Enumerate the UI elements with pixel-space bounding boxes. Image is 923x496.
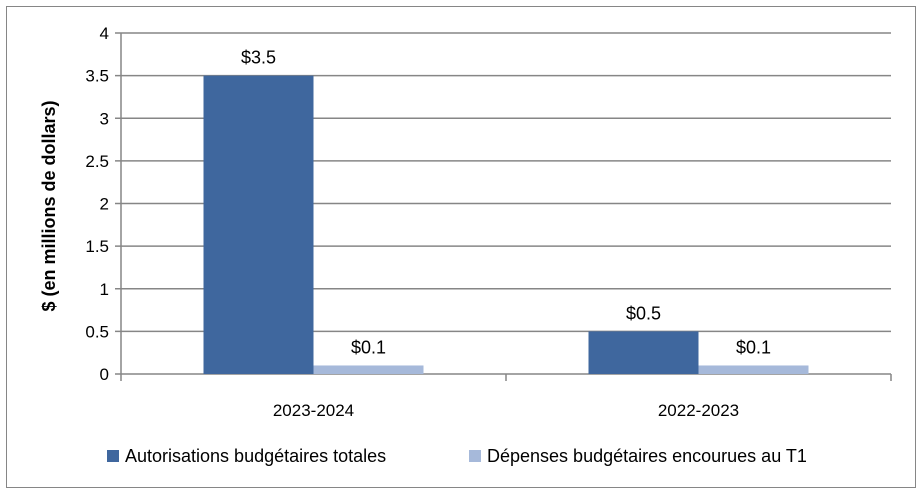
legend-swatch — [469, 450, 481, 462]
data-labels: $3.5 $0.1 $0.5 $0.1 — [241, 48, 771, 358]
y-axis-title: $ (en millions de dollars) — [39, 100, 59, 311]
bar — [588, 331, 699, 374]
data-label: $0.1 — [736, 337, 771, 357]
bar — [313, 365, 424, 374]
y-tick-label: 1 — [100, 280, 109, 299]
y-tick-label: 4 — [100, 24, 109, 43]
x-tick-label: 2023-2024 — [273, 401, 354, 420]
legend-label: Autorisations budgétaires totales — [125, 446, 386, 466]
y-tick-label: 2.5 — [85, 152, 109, 171]
x-tick-label: 2022-2023 — [658, 401, 739, 420]
y-tick-label: 1.5 — [85, 237, 109, 256]
y-tick-label: 3.5 — [85, 67, 109, 86]
axes: 0 0.5 1 1.5 2 2.5 3 3.5 4 2023-2024 2022-2023 — [85, 24, 892, 420]
data-label: $0.1 — [351, 337, 386, 357]
chart-frame — [6, 6, 916, 488]
legend-label: Dépenses budgétaires encourues au T1 — [487, 446, 807, 466]
y-tick-label: 3 — [100, 109, 109, 128]
y-tick-label: 0.5 — [85, 322, 109, 341]
bar — [203, 75, 314, 374]
legend: Autorisations budgétaires totales Dépense… — [107, 446, 807, 466]
bar — [698, 365, 809, 374]
bars — [203, 75, 809, 374]
y-tick-label: 0 — [100, 365, 109, 384]
data-label: $3.5 — [241, 48, 276, 68]
y-tick-label: 2 — [100, 195, 109, 214]
legend-swatch — [107, 450, 119, 462]
data-label: $0.5 — [626, 303, 661, 323]
